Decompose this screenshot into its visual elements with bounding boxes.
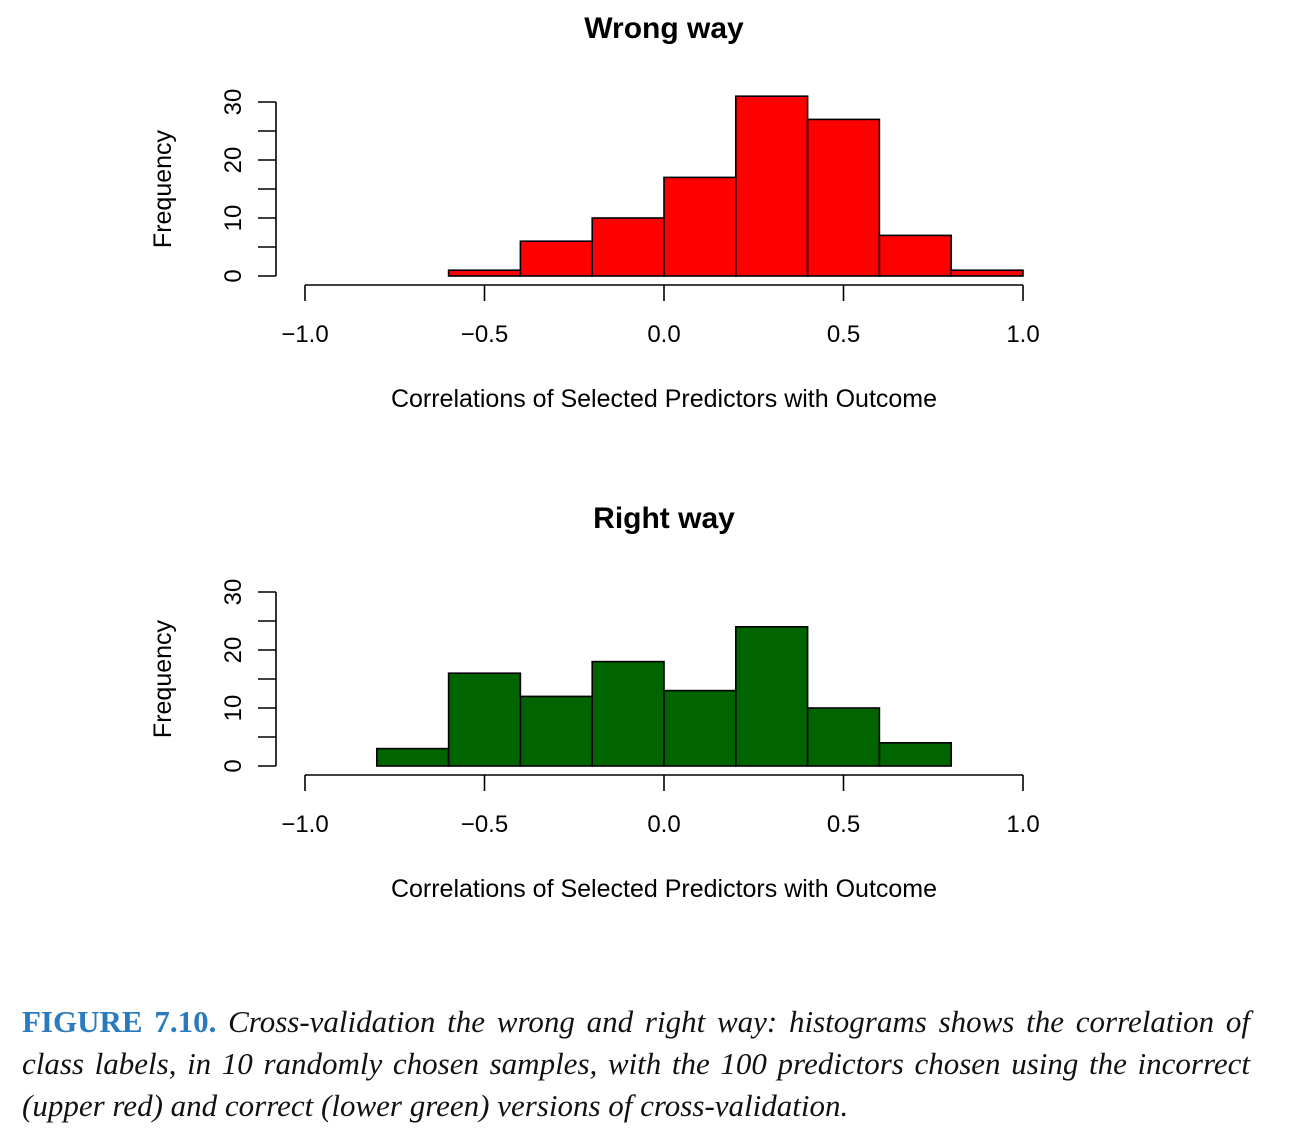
panel-2-y-tick-label: 30 [220, 579, 247, 606]
panel-2-chart-title: Right way [593, 502, 735, 535]
panel-2-y-tick-label: 0 [220, 759, 247, 772]
figure-caption: FIGURE 7.10. Cross-validation the wrong … [22, 1001, 1250, 1127]
panel-2-y-tick-label: 10 [220, 695, 247, 722]
histogram-figure: Wrong way 0 10 20 30 Frequency −1.0 −0.5 0.0 0.5 1… [149, 12, 1040, 903]
panel-1-y-tick-label: 30 [220, 89, 247, 116]
panel-1-histogram-bar [591, 217, 665, 277]
panel-2-histogram-bar [878, 741, 953, 767]
panel-2-histogram-bar [375, 747, 450, 767]
panel-1-histogram-bar [878, 234, 953, 277]
panel-2-y-tick-label: 20 [220, 637, 247, 664]
panel-1-x-tick-label: −1.0 [281, 321, 328, 348]
panel-1-y-tick-label: 0 [220, 269, 247, 282]
panel-1-x-tick-label: 0.0 [647, 321, 680, 348]
panel-2-histogram-bar [734, 625, 809, 767]
panel-1-chart-title: Wrong way [584, 12, 744, 45]
panel-2-histogram-bar [663, 689, 737, 767]
caption-text: Cross-validation the wrong and right way… [22, 1004, 1250, 1123]
panel-2-histogram-bar [447, 672, 522, 767]
panel-2-histogram-bar [806, 707, 881, 767]
panel-2-histogram-bar [591, 660, 665, 767]
panel-2-x-tick-label: 1.0 [1006, 811, 1039, 838]
panel-2-x-tick-label: −0.5 [461, 811, 508, 838]
panel-1-x-tick-label: 0.5 [827, 321, 860, 348]
panel-1-x-tick-label: −0.5 [461, 321, 508, 348]
panel-1-x-tick-label: 1.0 [1006, 321, 1039, 348]
caption-label: FIGURE 7.10. [22, 1004, 217, 1039]
panel-1-histogram-bar [950, 269, 1024, 277]
panel-1-histogram-bar [663, 176, 737, 277]
panel-1-histogram-bar [806, 118, 881, 277]
panel-1-y-axis-label: Frequency [149, 129, 177, 248]
panel-1-histogram-bar [734, 95, 809, 277]
panel-2-x-tick-label: 0.0 [647, 811, 680, 838]
panel-2-histogram-bar [519, 695, 594, 767]
panel-1-y-tick-label: 20 [220, 147, 247, 174]
panel-1-histogram-bar [447, 269, 522, 277]
panel-2-y-axis-label: Frequency [149, 619, 177, 738]
figure: Wrong way 0 10 20 30 Frequency −1.0 −0.5 0.0 0.5 1… [149, 12, 1040, 903]
panel-1-y-tick-label: 10 [220, 205, 247, 232]
panel-2-x-tick-label: 0.5 [827, 811, 860, 838]
panel-2-x-axis-label: Correlations of Selected Predictors with… [391, 875, 937, 903]
panel-1-histogram-bar [519, 240, 594, 277]
panel-2-x-tick-label: −1.0 [281, 811, 328, 838]
panel-1-x-axis-label: Correlations of Selected Predictors with… [391, 385, 937, 413]
